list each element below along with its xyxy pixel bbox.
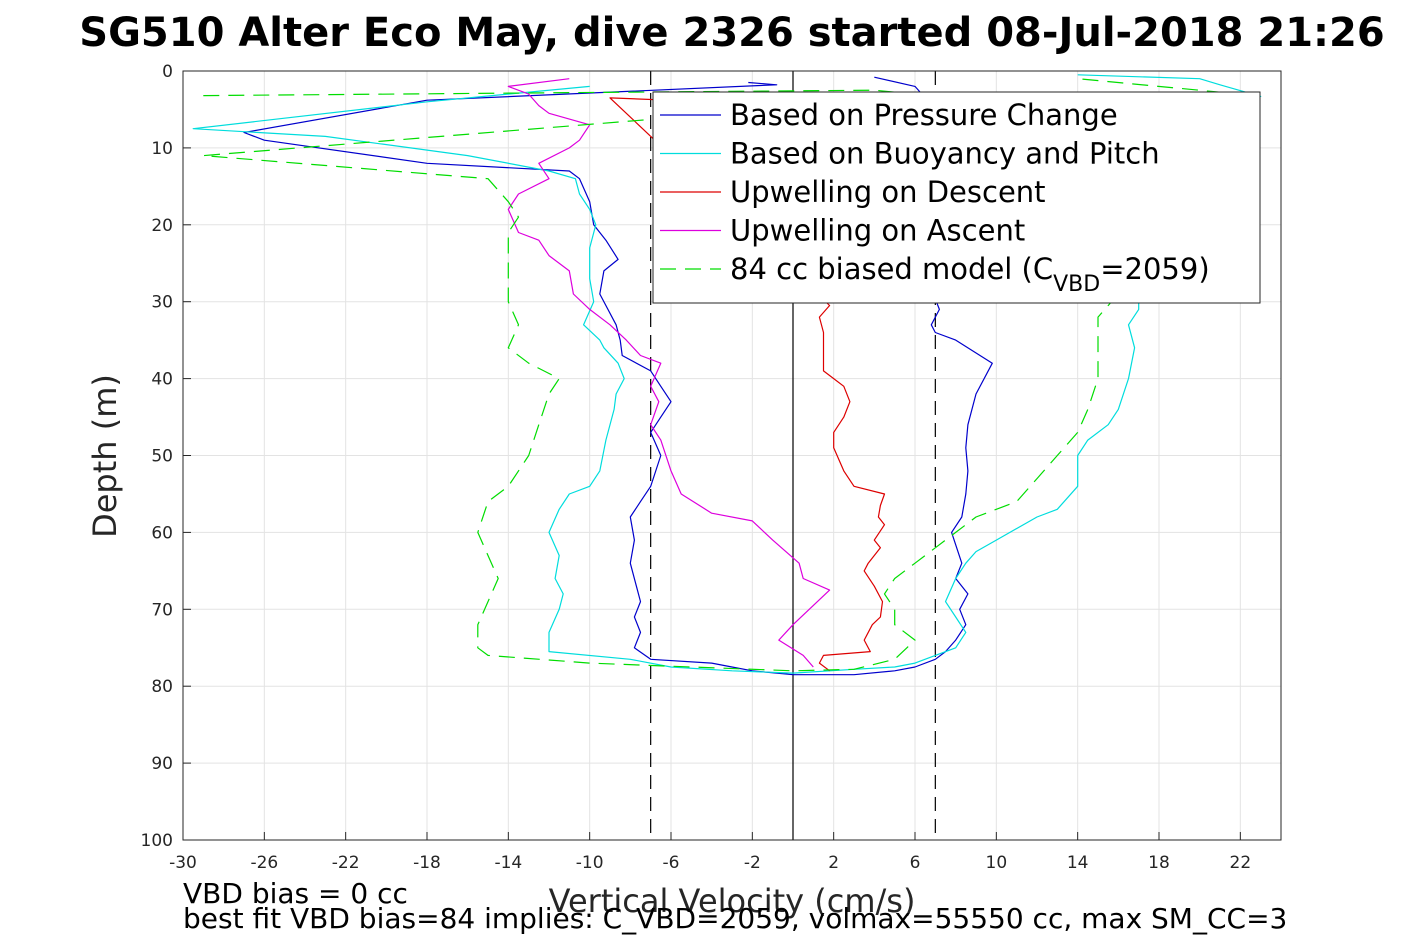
y-tick-label: 10: [151, 139, 173, 159]
y-tick-label: 100: [141, 831, 173, 851]
x-tick-label: 2: [828, 853, 839, 873]
x-tick-label: 10: [986, 853, 1008, 873]
x-axis-label: Vertical Velocity (cm/s): [549, 882, 916, 920]
y-tick-label: 90: [151, 754, 173, 774]
x-tick-label: 22: [1230, 853, 1252, 873]
x-tick-label: -30: [169, 853, 197, 873]
legend-label-5: 84 cc biased model (CVBD=2059): [730, 252, 1210, 297]
legend-box: [652, 91, 1261, 304]
series-line-5: [202, 78, 1241, 672]
series-line-3: [609, 97, 886, 672]
y-tick-label: 60: [151, 523, 173, 543]
series-line-4: [507, 78, 831, 668]
y-tick-label: 0: [162, 62, 173, 82]
y-tick-label: 50: [151, 447, 173, 467]
legend-label-4: Upwelling on Ascent: [730, 214, 1025, 248]
x-tick-label: -6: [663, 853, 680, 873]
x-tick-label: 18: [1148, 853, 1170, 873]
x-tick-label: 14: [1067, 853, 1089, 873]
x-tick-label: -26: [250, 853, 278, 873]
x-tick-label: -22: [332, 853, 360, 873]
x-tick-label: 6: [910, 853, 921, 873]
legend-label-1: Based on Pressure Change: [730, 98, 1118, 132]
chart-title: SG510 Alter Eco May, dive 2326 started 0…: [79, 10, 1384, 56]
y-tick-label: 80: [151, 677, 173, 697]
series-line-2: [192, 74, 1262, 674]
x-axis-ticks: -30 -26 -22 -18 -14 -10 -6 -2 2 6 10 14 18 22: [169, 832, 1251, 873]
y-tick-label: 20: [151, 216, 173, 236]
x-tick-label: -2: [744, 853, 761, 873]
y-tick-label: 40: [151, 370, 173, 390]
x-tick-label: -10: [576, 853, 604, 873]
x-tick-label: -14: [494, 853, 522, 873]
legend: Based on Pressure Change Based on Buoyanc…: [652, 91, 1261, 304]
legend-label-3: Upwelling on Descent: [730, 175, 1046, 209]
y-axis-label: Depth (m): [86, 374, 124, 538]
legend-label-2: Based on Buoyancy and Pitch: [730, 137, 1160, 171]
y-tick-label: 70: [151, 600, 173, 620]
y-tick-label: 30: [151, 293, 173, 313]
series-line-1: [243, 76, 993, 676]
x-tick-label: -18: [413, 853, 441, 873]
vbd-bias-note: VBD bias = 0 cc: [183, 877, 408, 910]
series-layer: [192, 74, 1262, 676]
best-fit-note: best fit VBD bias=84 implies: C_VBD=2059…: [183, 902, 1287, 935]
y-axis-ticks: 0 10 20 30 40 50 60 70 80 90 100: [141, 62, 191, 851]
